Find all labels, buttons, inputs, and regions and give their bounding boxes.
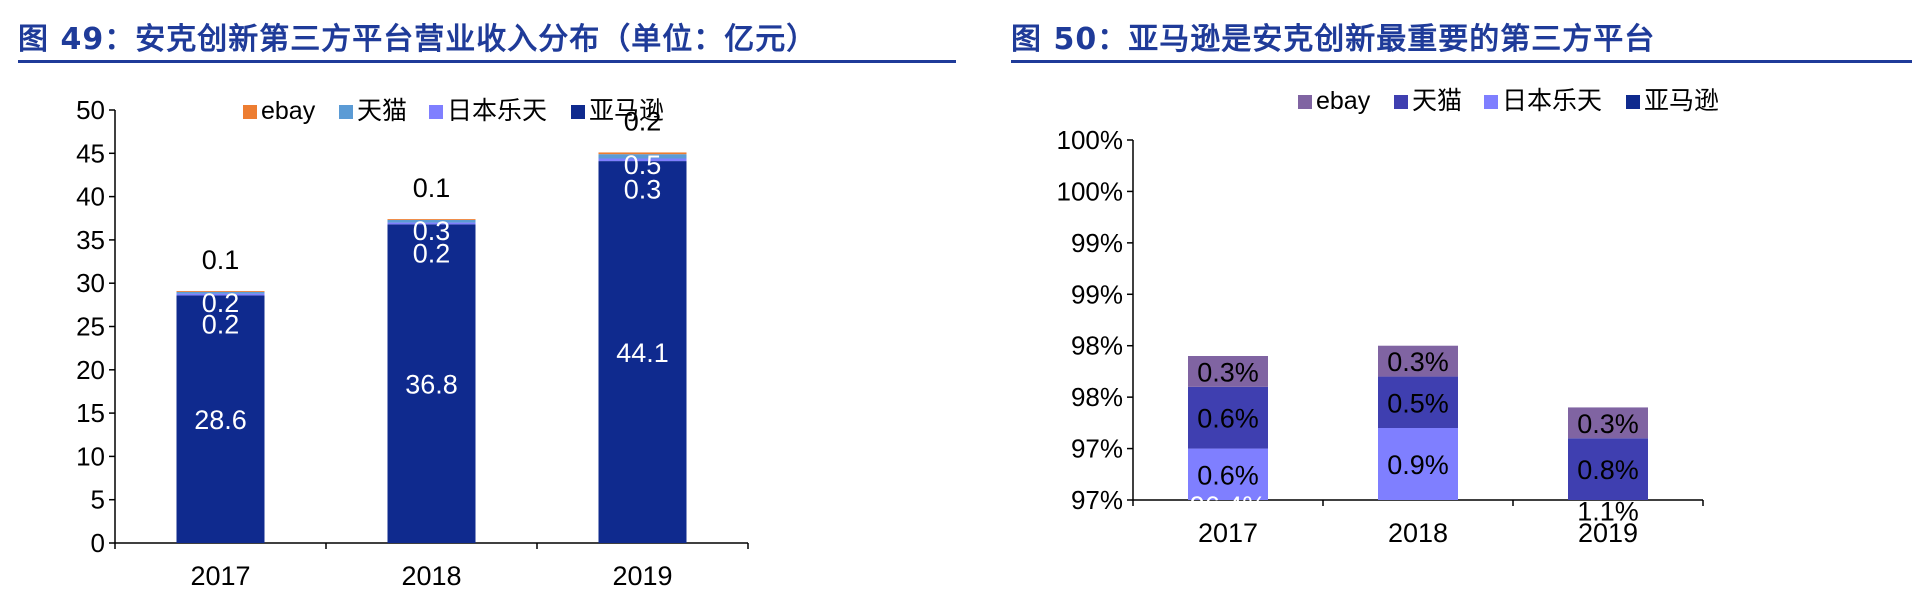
figure-number: 图 49： — [18, 22, 136, 57]
bar-segment-tmall — [387, 219, 476, 223]
figure-title-text: 亚马逊是安克创新最重要的第三方平台 — [1128, 22, 1656, 57]
chart-panel-revenue: 图 49：安克创新第三方平台营业收入分布（单位：亿元） 0 5 10 15 20 25 30… — [18, 14, 956, 591]
bar-segment-tmall — [1568, 438, 1648, 500]
legend-label-ebay: ebay — [1316, 87, 1371, 115]
legend-swatch-amazon — [571, 105, 585, 119]
data-label-rakuten: 0.2 — [413, 239, 451, 269]
y-tick-label: 35 — [76, 225, 105, 255]
y-tick-label: 100% — [1057, 125, 1124, 155]
title-rule — [18, 60, 956, 63]
y-tick-label: 98% — [1071, 382, 1123, 412]
bar-segment-amazon — [387, 224, 476, 543]
bar-segment-ebay — [387, 219, 476, 220]
bar-segment-rakuten — [387, 222, 476, 225]
share-stacked-bar-chart: 97%97%98%98%99%99%100%100%96.4%0.6%0.6%0… — [1057, 87, 1720, 583]
revenue-stacked-bar-chart: 0510152025303540455028.60.20.20.1201736.… — [76, 95, 749, 591]
data-label-amazon: 44.1 — [616, 338, 669, 368]
legend-swatch-amazon — [1626, 95, 1640, 109]
y-tick-label: 97% — [1071, 434, 1123, 464]
bar-segment-tmall — [1378, 376, 1458, 428]
data-label-ebay: 0.2 — [624, 106, 662, 136]
data-label-tmall: 0.2 — [202, 288, 240, 318]
legend-swatch-rakuten — [429, 105, 443, 119]
x-tick-label: 2017 — [1198, 518, 1258, 548]
y-tick-label: 5 — [91, 485, 105, 515]
data-label-amazon: 96.4% — [1190, 491, 1267, 521]
x-tick-label: 2018 — [1388, 518, 1448, 548]
data-label-rakuten: 0.9% — [1387, 450, 1449, 480]
bar-segment-amazon — [598, 161, 687, 543]
bar-segment-ebay — [176, 290, 265, 292]
data-label-rakuten: 0.2 — [202, 310, 240, 340]
legend-label-ebay: ebay — [261, 97, 316, 125]
data-label-ebay: 0.3% — [1387, 347, 1449, 377]
bar-segment-ebay — [1188, 356, 1268, 387]
data-label-amazon: 96.3% — [1380, 496, 1457, 526]
y-tick-label: 100% — [1057, 176, 1124, 206]
bar-segment-tmall — [1188, 386, 1268, 449]
data-label-tmall: 0.5 — [624, 150, 662, 180]
data-label-amazon: 95.2% — [1570, 553, 1647, 583]
y-tick-label: 97% — [1071, 485, 1123, 515]
data-label-ebay: 0.1 — [413, 173, 451, 203]
y-tick-label: 25 — [76, 312, 105, 342]
y-tick-label: 10 — [76, 441, 105, 471]
data-label-tmall: 0.8% — [1577, 455, 1639, 485]
x-tick-label: 2019 — [612, 561, 672, 591]
y-tick-label: 99% — [1071, 228, 1123, 258]
legend-label-tmall: 天猫 — [1412, 87, 1462, 115]
figure-title-49: 图 49：安克创新第三方平台营业收入分布（单位：亿元） — [18, 14, 956, 57]
x-tick-label: 2019 — [1578, 518, 1638, 548]
y-tick-label: 45 — [76, 138, 105, 168]
y-tick-label: 20 — [76, 355, 105, 385]
y-tick-label: 30 — [76, 268, 105, 298]
bar-segment-rakuten — [1378, 428, 1458, 500]
legend-swatch-tmall — [339, 105, 353, 119]
data-label-ebay: 0.1 — [202, 245, 240, 275]
legend-label-tmall: 天猫 — [357, 97, 407, 125]
legend-label-rakuten: 日本乐天 — [1502, 87, 1602, 115]
legend-swatch-ebay — [243, 105, 257, 119]
y-tick-label: 50 — [76, 95, 105, 125]
y-tick-label: 40 — [76, 182, 105, 212]
chart-panel-share: 图 50：亚马逊是安克创新最重要的第三方平台 97% 97% 98% 98% 99% 99… — [993, 0, 1912, 596]
data-label-tmall: 0.5% — [1387, 388, 1449, 418]
y-tick-label: 15 — [76, 398, 105, 428]
figure-title-text: 安克创新第三方平台营业收入分布（单位：亿元） — [135, 22, 818, 57]
figure-number: 图 50： — [1011, 22, 1129, 57]
bar-segment-rakuten — [598, 158, 687, 162]
title-rule — [1011, 60, 1912, 63]
legend-swatch-tmall — [1394, 95, 1408, 109]
legend-label-rakuten: 日本乐天 — [447, 97, 547, 125]
bar-segment-amazon — [176, 295, 265, 543]
data-label-ebay: 0.3% — [1197, 357, 1259, 387]
bar-segment-ebay — [1568, 407, 1648, 439]
data-label-rakuten: 1.1% — [1577, 496, 1639, 526]
y-tick-label: 0 — [91, 528, 105, 558]
legend-swatch-rakuten — [1484, 95, 1498, 109]
bar-segment-ebay — [598, 152, 687, 155]
data-label-amazon: 36.8 — [405, 370, 458, 400]
bar-segment-ebay — [1378, 345, 1458, 377]
y-tick-label: 98% — [1071, 331, 1123, 361]
data-label-rakuten: 0.6% — [1197, 460, 1259, 490]
data-label-amazon: 28.6 — [194, 405, 247, 435]
legend-swatch-ebay — [1298, 95, 1312, 109]
data-label-tmall: 0.3 — [413, 216, 451, 246]
x-tick-label: 2018 — [401, 561, 461, 591]
figure-title-50: 图 50：亚马逊是安克创新最重要的第三方平台 — [1011, 14, 1912, 57]
bar-segment-rakuten — [1188, 448, 1268, 500]
legend-label-amazon: 亚马逊 — [1644, 87, 1719, 115]
data-label-tmall: 0.6% — [1197, 404, 1259, 434]
legend-label-amazon: 亚马逊 — [589, 97, 664, 125]
bar-segment-tmall — [176, 291, 265, 294]
data-label-rakuten: 0.3 — [624, 174, 662, 204]
bar-segment-rakuten — [176, 293, 265, 296]
y-tick-label: 99% — [1071, 279, 1123, 309]
bar-segment-tmall — [598, 154, 687, 159]
data-label-ebay: 0.3% — [1577, 409, 1639, 439]
x-tick-label: 2017 — [190, 561, 250, 591]
